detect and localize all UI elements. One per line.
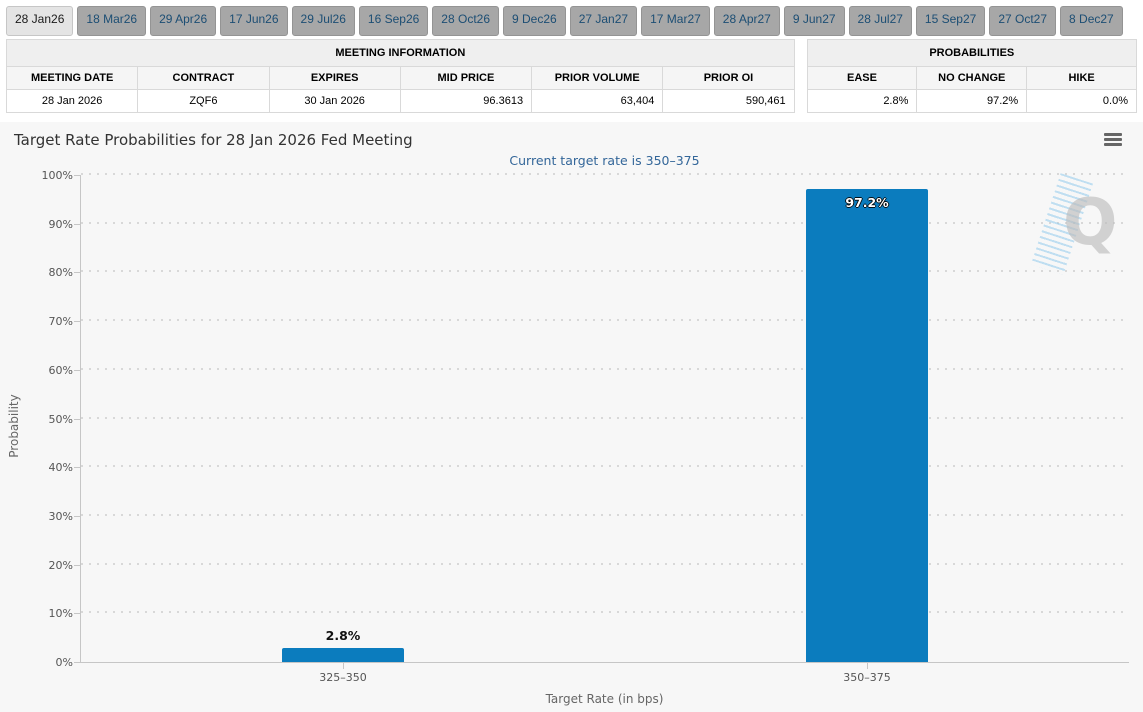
y-tick-label: 100% (41, 169, 73, 182)
meeting-tab[interactable]: 16 Sep26 (358, 6, 429, 36)
x-tick-label: 350–375 (843, 671, 891, 684)
table-cell: 28 Jan 2026 (5, 89, 139, 113)
column-header: EASE (806, 66, 918, 90)
meeting-tab[interactable]: 27 Oct27 (989, 6, 1057, 36)
y-tick-label: 60% (48, 363, 73, 377)
table-cell: 30 Jan 2026 (268, 89, 401, 113)
chart-section: Target Rate Probabilities for 28 Jan 202… (0, 122, 1143, 712)
table-cell: 590,461 (662, 89, 795, 113)
table-cell: 2.8% (806, 89, 918, 113)
y-gridline (81, 173, 1129, 175)
meeting-info-table: MEETING INFORMATION MEETING DATE CONTRACT… (5, 39, 795, 113)
meeting-tab[interactable]: 29 Apr26 (150, 6, 217, 36)
y-tick-mark (74, 613, 80, 615)
y-tick-mark (74, 272, 80, 274)
chart-bar-325–350[interactable] (282, 648, 404, 662)
y-tick-mark (74, 175, 80, 176)
meeting-tab[interactable]: 28 Apr27 (713, 6, 780, 36)
y-tick-mark (74, 467, 80, 469)
chart-menu-button[interactable] (1104, 133, 1124, 150)
meeting-tab[interactable]: 9 Jun27 (783, 6, 845, 36)
probabilities-title: PROBABILITIES (806, 39, 1138, 67)
y-gridline (81, 221, 1129, 224)
chart-subtitle: Current target rate is 350–375 (509, 153, 700, 168)
table-cell: ZQF6 (137, 89, 270, 113)
y-tick-mark (74, 321, 80, 323)
y-tick-label: 50% (48, 412, 73, 426)
table-cell: 63,404 (531, 89, 664, 113)
chart-bar-350–375[interactable] (806, 188, 928, 662)
y-tick-label: 90% (48, 217, 73, 231)
y-tick-mark (74, 662, 80, 663)
y-gridline (81, 270, 1129, 273)
meeting-tab[interactable]: 17 Jun26 (220, 6, 288, 36)
y-gridline (81, 416, 1129, 419)
meeting-tab[interactable]: 28 Jul27 (848, 6, 912, 36)
meeting-tab[interactable]: 8 Dec27 (1060, 6, 1123, 36)
y-gridline (81, 513, 1129, 516)
column-header: MEETING DATE (5, 66, 139, 90)
column-header: CONTRACT (137, 66, 270, 90)
y-tick-mark (74, 418, 80, 420)
column-header: MID PRICE (399, 66, 533, 90)
y-tick-mark (74, 223, 80, 225)
y-tick-mark (74, 515, 80, 517)
x-tick-label: 325–350 (319, 671, 367, 684)
meeting-tab[interactable]: 17 Mar27 (641, 6, 710, 36)
bar-value-label: 2.8% (325, 628, 361, 644)
x-tick-mark (343, 663, 344, 669)
meeting-tab-active[interactable]: 28 Jan26 (6, 6, 74, 36)
y-tick-mark (74, 564, 80, 566)
meeting-tab[interactable]: 18 Mar26 (77, 6, 147, 36)
y-gridline (81, 562, 1129, 565)
meeting-tab[interactable]: 29 Jul26 (291, 6, 355, 36)
column-header: NO CHANGE (916, 66, 1028, 90)
column-header: PRIOR VOLUME (531, 66, 664, 90)
y-gridline (81, 611, 1129, 614)
info-tables: MEETING INFORMATION MEETING DATE CONTRACT… (0, 36, 1143, 113)
y-tick-label: 70% (48, 315, 73, 329)
y-tick-label: 30% (48, 509, 73, 523)
chart-title: Target Rate Probabilities for 28 Jan 202… (14, 131, 413, 149)
y-tick-label: 0% (55, 656, 73, 669)
y-tick-mark (74, 369, 80, 371)
meeting-tab[interactable]: 15 Sep27 (915, 6, 986, 36)
y-tick-label: 80% (48, 266, 73, 280)
y-tick-label: 40% (48, 461, 73, 475)
y-tick-label: 20% (48, 558, 73, 572)
column-header: EXPIRES (268, 66, 401, 90)
meeting-info-title: MEETING INFORMATION (6, 39, 795, 67)
y-gridline (81, 465, 1129, 468)
x-tick-mark (867, 663, 868, 669)
meeting-tab[interactable]: 27 Jan27 (569, 6, 638, 36)
probabilities-row: 2.8% 97.2% 0.0% (806, 89, 1137, 113)
column-header: HIKE (1026, 66, 1137, 90)
plot-area: 0% 10% 20% 30% 40% 50% 60% 70% 80% 90% 100% 2.8% 325… (42, 169, 1129, 684)
table-cell: 96.3613 (399, 89, 533, 113)
table-cell: 0.0% (1026, 89, 1137, 113)
meeting-date-tabs: 28 Jan26 18 Mar26 29 Apr26 17 Jun26 29 Jul26… (0, 0, 1143, 36)
meeting-info-row: 28 Jan 2026 ZQF6 30 Jan 2026 96.3613 63,404 5… (5, 89, 795, 113)
meeting-tab[interactable]: 9 Dec26 (503, 6, 566, 36)
probabilities-table: PROBABILITIES EASE NO CHANGE HIKE 2.8% 97.2… (806, 39, 1138, 113)
y-gridline (81, 367, 1129, 370)
x-axis-title: Target Rate (in bps) (545, 692, 664, 706)
table-cell: 97.2% (916, 89, 1028, 113)
hamburger-icon (1104, 133, 1122, 136)
meeting-tab[interactable]: 28 Oct26 (432, 6, 499, 36)
bar-value-label: 97.2% (845, 194, 889, 210)
y-gridline (81, 319, 1129, 322)
y-tick-label: 10% (48, 607, 73, 621)
y-axis-title: Probability (7, 394, 21, 458)
column-header: PRIOR OI (662, 66, 795, 90)
